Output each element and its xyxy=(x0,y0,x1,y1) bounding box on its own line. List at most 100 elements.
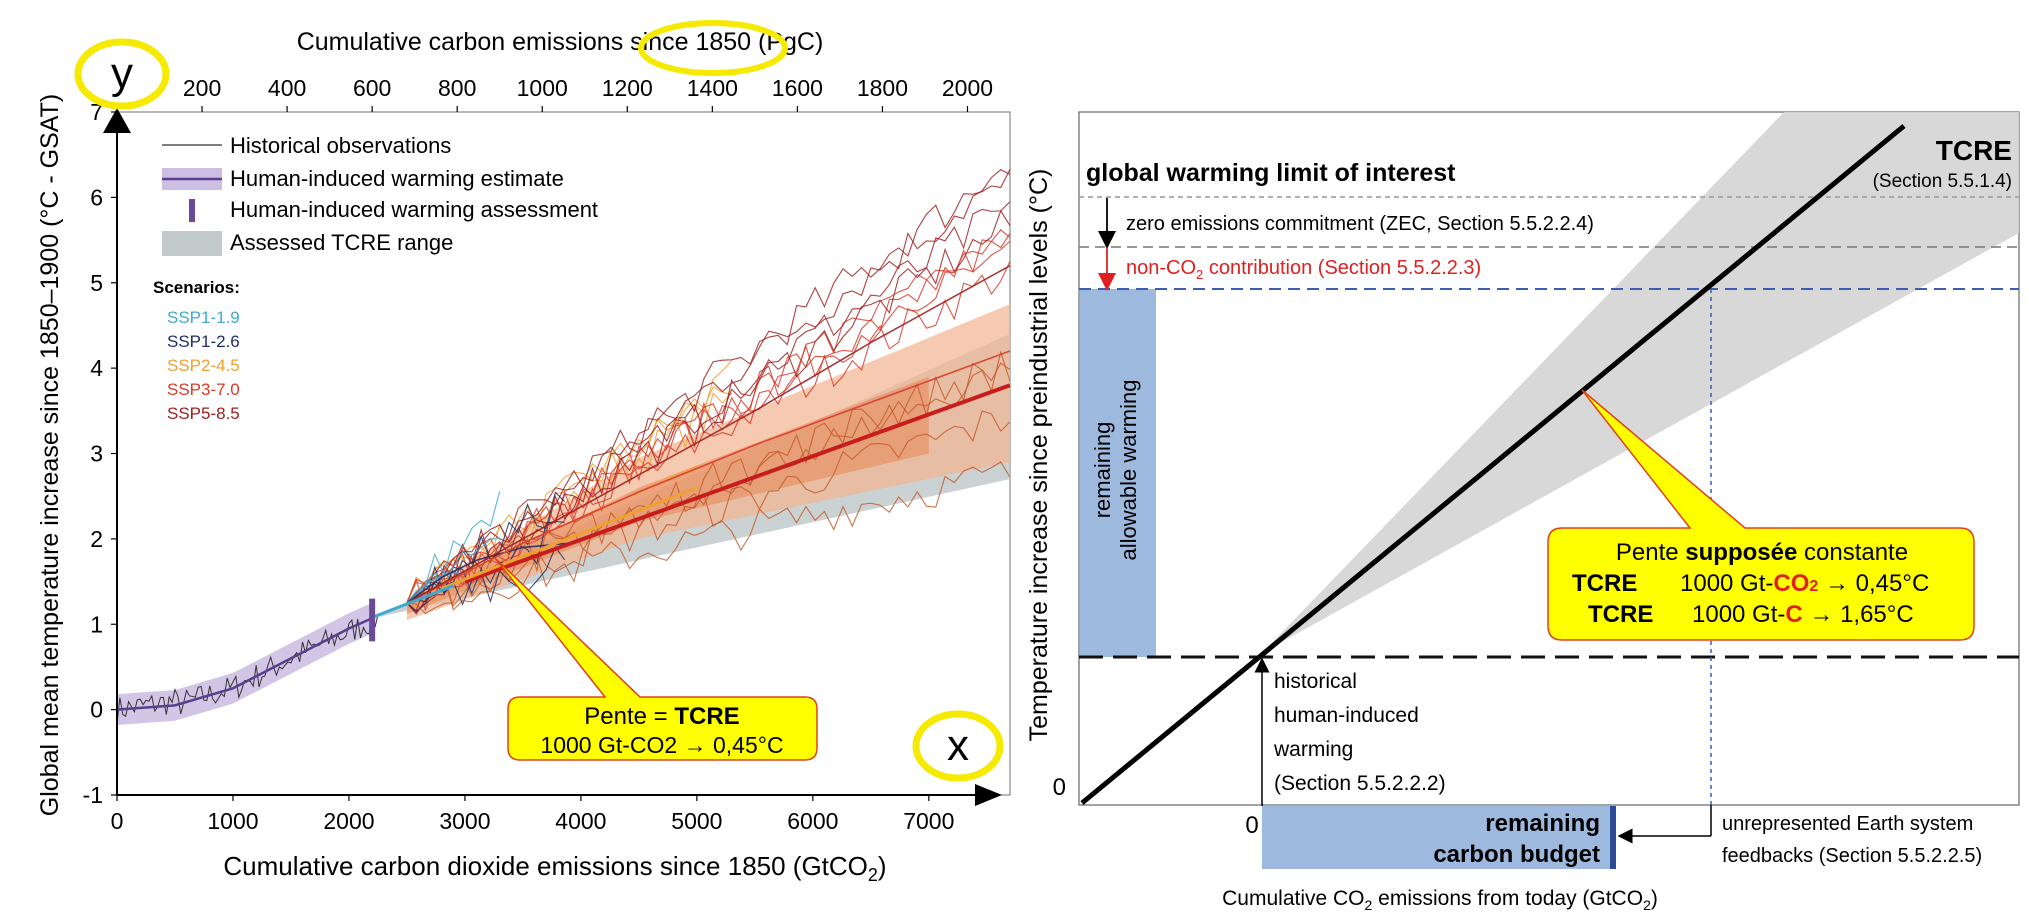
left-y-axis-label: Global mean temperature increase since 1… xyxy=(36,94,64,816)
bottom-x-axis-label: Cumulative carbon dioxide emissions sinc… xyxy=(223,851,886,885)
legend-label-0: Historical observations xyxy=(230,133,451,158)
human-induced-assessment-bar xyxy=(369,598,376,642)
left-callout: Pente = TCRE 1000 Gt-CO2 → 0,45°C xyxy=(494,557,818,761)
right-x-axis-label: Cumulative CO2 emissions from today (GtC… xyxy=(1222,887,1658,913)
tcre-line xyxy=(1080,124,1906,805)
series-SSP1-2.6 xyxy=(406,542,570,604)
y-tick-label-6: 5 xyxy=(90,270,103,296)
scenario-ensemble-lines xyxy=(406,169,1011,615)
top-tick-label-6: 1400 xyxy=(687,75,738,101)
top-tick-label-9: 2000 xyxy=(942,75,993,101)
right-zero-y: 0 xyxy=(1053,774,1066,801)
scenario-series xyxy=(406,264,1011,604)
right-callout-bubble xyxy=(1547,389,1975,641)
remaining-warming-bar xyxy=(1080,289,1156,657)
left-callout-bubble xyxy=(494,557,818,761)
scenario-legend-SSP5-8.5: SSP5-8.5 xyxy=(167,404,240,423)
top-tick-label-2: 600 xyxy=(353,75,391,101)
feedbacks-label-2: feedbacks (Section 5.5.2.2.5) xyxy=(1722,845,1982,867)
top-tick-label-3: 800 xyxy=(438,75,476,101)
right-y-axis-label: Temperature increase since preindustrial… xyxy=(1025,169,1053,742)
x-tick-label-7: 7000 xyxy=(903,808,954,834)
right-callout-row1: TCRE 1000 Gt-CO2 → 0,45°C xyxy=(1572,570,1929,597)
series-SSP1-1.9 xyxy=(406,572,460,604)
right-plot-frame xyxy=(1078,111,2020,806)
ensemble-line-19 xyxy=(406,491,501,604)
ensemble-line-15 xyxy=(406,546,566,613)
y-tick-label-0: -1 xyxy=(83,782,103,808)
human-induced-estimate-line xyxy=(116,617,373,711)
x-tick-label-3: 3000 xyxy=(439,808,490,834)
right-callout-row2: TCRE 1000 Gt-C → 1,65°C xyxy=(1588,601,1914,628)
x-tick-label-5: 5000 xyxy=(671,808,722,834)
remaining-budget-label-2: carbon budget xyxy=(1433,841,1600,868)
tcre-ref: (Section 5.5.1.4) xyxy=(1873,171,2012,192)
top-tick-label-7: 1600 xyxy=(772,75,823,101)
ensemble-line-10 xyxy=(406,201,1011,613)
series-SSP5-8.5 xyxy=(406,264,1011,604)
x-corner-label: x xyxy=(947,721,969,770)
x-corner-ellipse xyxy=(912,710,1004,782)
y-tick-label-4: 3 xyxy=(90,441,103,467)
central-scenario-line xyxy=(464,383,1011,584)
ensemble-line-13 xyxy=(406,362,1011,615)
zec-label: zero emissions commitment (ZEC, Section … xyxy=(1126,213,1594,235)
remaining-budget-edge xyxy=(1610,806,1616,869)
x-tick-label-4: 4000 xyxy=(555,808,606,834)
scenario-legend-SSP2-4.5: SSP2-4.5 xyxy=(167,356,240,375)
y-axis-arrowhead xyxy=(103,108,131,133)
y-tick-label-3: 2 xyxy=(90,526,103,552)
human-induced-estimate-band xyxy=(117,602,373,725)
top-x-ticks: 200 400 600 800 1000 1200 1400 1600 1800 2000 xyxy=(183,75,993,112)
scenario-legend: SSP1-1.9 SSP1-2.6 SSP2-4.5 SSP3-7.0 SSP5-8.5 xyxy=(167,308,240,423)
central-ssp119-line xyxy=(371,584,454,619)
left-chart: 0 1000 2000 3000 4000 5000 6000 7000 -1 0 1 2 3 4 5 6 7… xyxy=(36,20,1011,885)
legend-label-2: Human-induced warming assessment xyxy=(230,197,598,222)
legend-swatch-assessment xyxy=(189,199,195,222)
x-tick-label-2: 2000 xyxy=(323,808,374,834)
series-SSP3-7.0 xyxy=(406,350,1011,604)
legend-label-1: Human-induced warming estimate xyxy=(230,166,564,191)
scenario-legend-SSP1-2.6: SSP1-2.6 xyxy=(167,332,240,351)
left-legend: Historical observations Human-induced wa… xyxy=(153,133,598,423)
y-corner-label: y xyxy=(111,49,133,98)
top-tick-label-8: 1800 xyxy=(857,75,908,101)
legend-label-3: Assessed TCRE range xyxy=(230,230,453,255)
ensemble-line-6 xyxy=(406,228,1011,604)
ensemble-line-12 xyxy=(406,461,1011,611)
top-tick-label-5: 1200 xyxy=(602,75,653,101)
tcre-title: TCRE xyxy=(1936,135,2012,166)
left-callout-line2: 1000 Gt-CO2 → 0,45°C xyxy=(540,732,783,758)
right-callout-title: Pente supposée constante xyxy=(1616,539,1908,566)
scenario-legend-SSP1-1.9: SSP1-1.9 xyxy=(167,308,240,327)
ensemble-line-9 xyxy=(406,209,1011,604)
limit-label: global warming limit of interest xyxy=(1086,159,1456,187)
ensemble-line-2 xyxy=(406,360,733,604)
scenarios-title: Scenarios: xyxy=(153,278,240,297)
x-tick-label-0: 0 xyxy=(111,808,124,834)
right-zero-x: 0 xyxy=(1245,812,1258,839)
x-tick-label-1: 1000 xyxy=(207,808,258,834)
tcre-uncertainty-cone xyxy=(1262,112,2019,653)
right-callout: Pente supposée constante TCRE 1000 Gt-CO2… xyxy=(1547,389,1975,641)
left-callout-line1: Pente = TCRE xyxy=(584,703,739,730)
ensemble-line-8 xyxy=(406,169,1011,612)
scenario-legend-SSP3-7.0: SSP3-7.0 xyxy=(167,380,240,399)
x-tick-label-6: 6000 xyxy=(787,808,838,834)
y-tick-label-1: 0 xyxy=(90,697,103,723)
central-ssp245-line xyxy=(441,486,698,590)
y-tick-label-2: 1 xyxy=(90,611,103,637)
top-tick-label-4: 1000 xyxy=(517,75,568,101)
remaining-budget-label-1: remaining xyxy=(1485,810,1600,837)
bottom-x-ticks: 0 1000 2000 3000 4000 5000 6000 7000 xyxy=(111,795,954,834)
feedbacks-label-1: unrepresented Earth system xyxy=(1722,813,1973,835)
remaining-warming-label: remainingallowable warming xyxy=(1090,380,1141,561)
remaining-budget-bar xyxy=(1262,806,1612,869)
nonco2-label: non-CO2 contribution (Section 5.5.2.2.3) xyxy=(1126,257,1481,282)
historical-label: historical human-induced warming (Sectio… xyxy=(1273,670,1446,795)
x-axis-arrowhead xyxy=(975,784,1002,806)
top-tick-label-1: 400 xyxy=(268,75,306,101)
y-tick-label-7: 6 xyxy=(90,184,103,210)
